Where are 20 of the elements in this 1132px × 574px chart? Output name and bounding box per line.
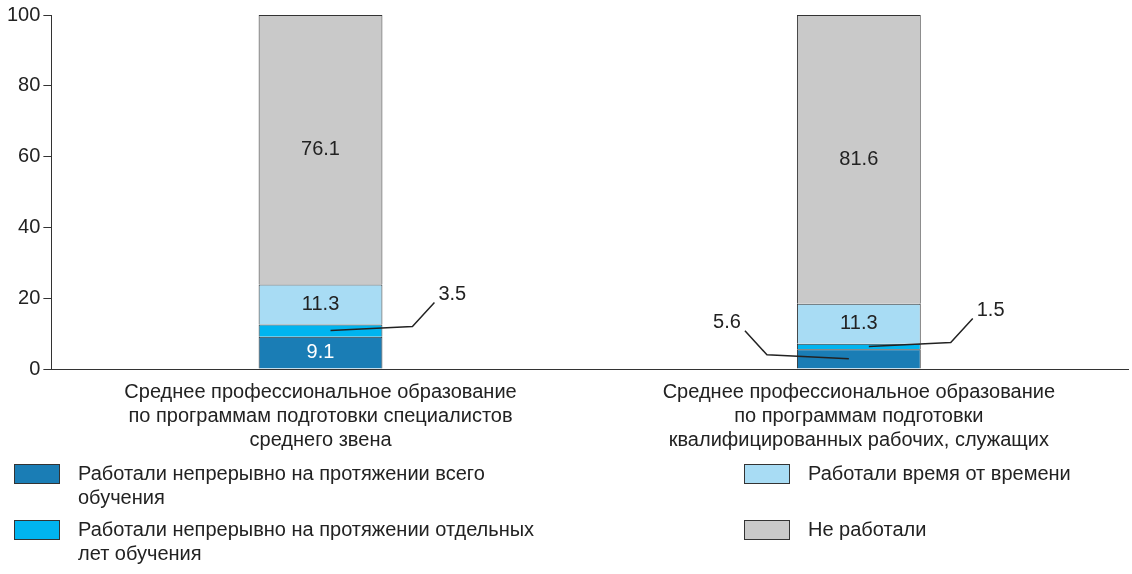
legend-label: Работали непрерывно на протяжении отдельных лет обучения xyxy=(78,517,536,565)
legend-label: Не работали xyxy=(808,517,927,541)
data-label: 3.5 xyxy=(438,282,467,305)
y-tick-label: 0 xyxy=(29,356,41,379)
y-tick-label: 60 xyxy=(18,144,41,167)
y-tick-label: 40 xyxy=(18,214,41,237)
data-label: 11.3 xyxy=(840,311,878,334)
data-label: 1.5 xyxy=(976,298,1005,321)
x-tick-label: Среднее профессиональное образование по программам подготовки квалифицированных рабочих, служащих xyxy=(662,379,1056,450)
y-tick-label: 80 xyxy=(18,73,41,96)
y-tick-label: 20 xyxy=(18,285,41,308)
data-label: 11.3 xyxy=(301,291,340,314)
x-tick-label: Среднее профессиональное образование по программам подготовки специалистов среднего звена xyxy=(124,379,517,450)
legend-label: Работали время от времени xyxy=(808,461,1071,485)
legend-label: Работали непрерывно на протяжении всего обучения xyxy=(78,461,486,509)
data-label: 5.6 xyxy=(713,310,741,333)
data-label: 81.6 xyxy=(839,146,879,169)
data-label: 9.1 xyxy=(306,340,335,363)
data-label: 76.1 xyxy=(301,137,340,160)
y-tick-label: 100 xyxy=(6,2,41,25)
